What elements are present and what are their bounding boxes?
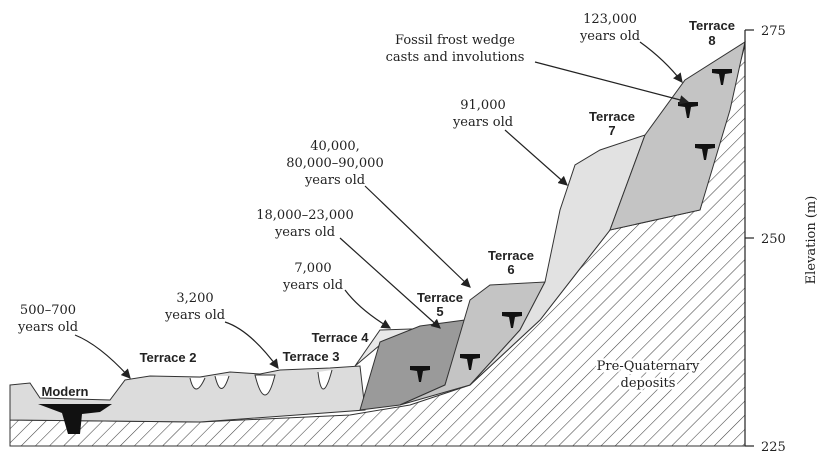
axis-label: Elevation (m) [804,196,819,285]
elevation-axis: Elevation (m) 225 250 275 [745,24,819,452]
terrace-label: Terrace 4 [312,330,370,345]
terrace-label: Terrace 3 [283,349,340,364]
terrace-label: Modern [42,384,89,399]
terrace-label: Terrace 2 [140,350,197,365]
tick-label: 225 [761,440,786,452]
tick-label: 275 [761,24,786,39]
tick-label: 250 [761,232,786,247]
cross-section: Modern Terrace 2 Terrace 3 Terrace 4 Ter… [0,0,824,452]
